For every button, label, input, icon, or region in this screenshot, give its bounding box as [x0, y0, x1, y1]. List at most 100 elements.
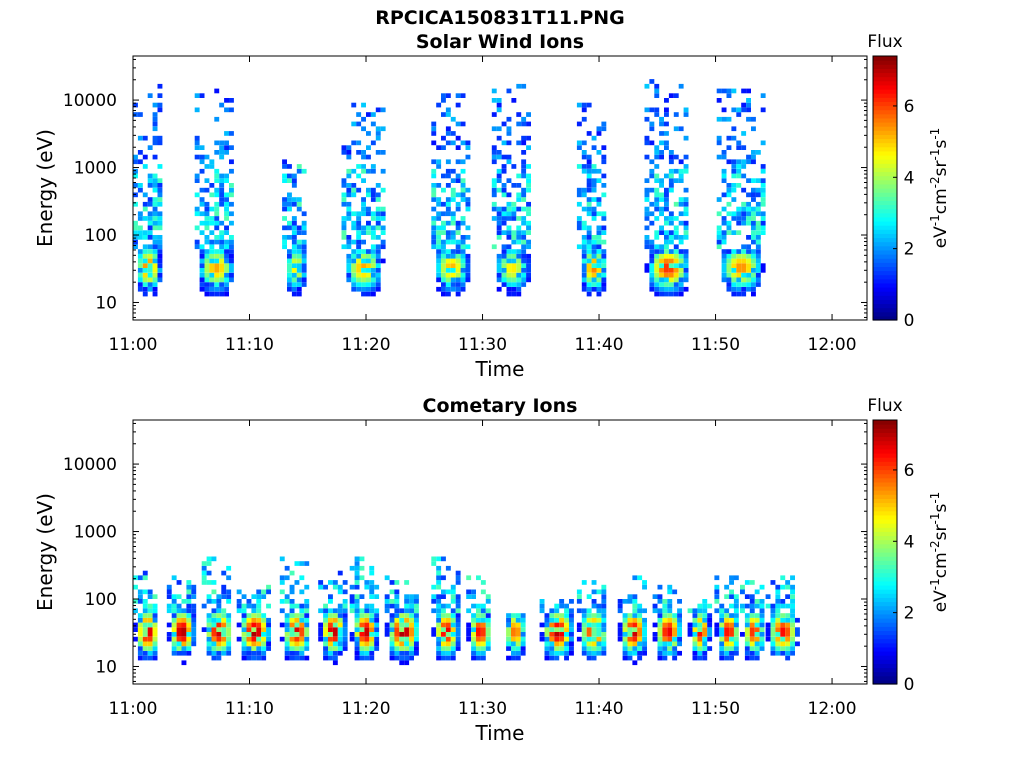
cometary-flux-cell: [596, 622, 602, 628]
cometary-flux-cell: [569, 627, 574, 632]
solar-wind-flux-cell: [301, 239, 307, 245]
cometary-flux-cell: [662, 599, 668, 604]
solar-wind-flux-cell: [375, 126, 381, 132]
cometary-colorbar-tick-label: 0: [904, 675, 915, 695]
cometary-flux-cell: [466, 575, 472, 581]
cometary-flux-cell: [246, 599, 252, 604]
cometary-flux-cell: [394, 632, 400, 637]
cometary-flux-cell: [622, 613, 628, 618]
solar-wind-flux-cell: [445, 263, 451, 268]
cometary-flux-cell: [480, 580, 486, 585]
solar-wind-flux-cell: [516, 216, 522, 221]
cometary-flux-cell: [399, 636, 405, 642]
solar-wind-flux-cell: [460, 286, 466, 292]
cometary-flux-cell: [389, 641, 395, 647]
cometary-flux-cell: [441, 603, 446, 609]
solar-wind-colorbar-segment: [873, 270, 897, 276]
cometary-flux-cell: [511, 650, 516, 656]
cometary-flux-cell: [359, 575, 365, 581]
cometary-flux-cell: [133, 636, 138, 642]
solar-wind-flux-cell: [591, 187, 597, 193]
solar-wind-flux-cell: [521, 249, 527, 254]
solar-wind-flux-cell: [370, 263, 376, 268]
solar-wind-flux-cell: [229, 244, 234, 250]
solar-wind-flux-cell: [301, 253, 307, 259]
cometary-flux-cell: [754, 622, 760, 628]
solar-wind-flux-cell: [731, 135, 737, 141]
solar-wind-flux-cell: [668, 187, 674, 193]
solar-wind-flux-cell: [224, 239, 229, 245]
solar-wind-flux-cell: [755, 230, 761, 235]
solar-wind-flux-cell: [511, 272, 517, 278]
cometary-flux-cell: [632, 594, 638, 599]
cometary-flux-cell: [409, 627, 414, 632]
solar-wind-flux-cell: [209, 159, 215, 165]
solar-wind-flux-cell: [741, 173, 747, 179]
cometary-flux-cell: [349, 565, 355, 571]
solar-wind-flux-cell: [751, 263, 756, 268]
cometary-flux-cell: [466, 622, 472, 628]
solar-wind-flux-cell: [683, 253, 689, 259]
solar-wind-flux-cell: [755, 277, 761, 283]
cometary-flux-cell: [374, 594, 380, 599]
solar-wind-colorbar-label: eV-1cm-2sr-1s-1: [928, 128, 951, 249]
cometary-flux-cell: [147, 594, 153, 599]
cometary-flux-cell: [299, 608, 305, 614]
cometary-flux-cell: [216, 655, 222, 661]
cometary-flux-cell: [667, 627, 673, 632]
solar-wind-flux-cell: [157, 83, 163, 89]
solar-wind-flux-cell: [586, 211, 592, 217]
cometary-flux-cell: [176, 632, 182, 637]
solar-wind-flux-cell: [668, 249, 674, 254]
solar-wind-flux-cell: [683, 168, 689, 174]
solar-wind-flux-cell: [346, 150, 352, 155]
cometary-flux-cell: [471, 655, 476, 661]
cometary-colorbar-segment: [873, 679, 897, 685]
cometary-flux-cell: [733, 641, 739, 647]
solar-wind-flux-cell: [431, 140, 437, 146]
solar-wind-flux-cell: [157, 220, 163, 226]
cometary-flux-cell: [480, 613, 486, 618]
solar-wind-flux-cell: [521, 244, 527, 250]
cometary-flux-cell: [754, 655, 760, 661]
cometary-flux-cell: [436, 608, 442, 614]
cometary-flux-cell: [697, 632, 703, 637]
solar-wind-flux-cell: [654, 291, 660, 297]
cometary-flux-cell: [176, 641, 182, 647]
cometary-flux-cell: [191, 603, 197, 609]
solar-wind-flux-cell: [644, 211, 650, 217]
solar-wind-colorbar-segment: [873, 241, 897, 247]
solar-wind-flux-cell: [341, 197, 347, 202]
cometary-flux-cell: [137, 627, 143, 632]
solar-wind-flux-cell: [591, 263, 597, 268]
solar-wind-flux-cell: [654, 112, 660, 117]
cometary-flux-cell: [409, 636, 414, 642]
cometary-flux-cell: [749, 613, 755, 618]
solar-wind-flux-cell: [214, 286, 220, 292]
solar-wind-flux-cell: [731, 187, 737, 193]
cometary-flux-cell: [191, 627, 197, 632]
cometary-flux-cell: [137, 646, 143, 651]
cometary-flux-cell: [166, 584, 172, 590]
solar-wind-flux-cell: [516, 286, 522, 292]
solar-wind-flux-cell: [755, 225, 761, 231]
solar-wind-flux-cell: [506, 88, 512, 94]
solar-wind-flux-cell: [152, 201, 158, 207]
solar-wind-flux-cell: [586, 154, 592, 160]
cometary-colorbar-segment: [873, 502, 897, 508]
cometary-flux-cell: [389, 603, 395, 609]
cometary-flux-cell: [515, 641, 521, 647]
solar-wind-flux-cell: [736, 216, 742, 221]
solar-wind-flux-cell: [219, 291, 225, 297]
cometary-flux-cell: [506, 627, 511, 632]
solar-wind-flux-cell: [455, 263, 461, 268]
cometary-flux-cell: [342, 589, 348, 595]
solar-wind-flux-cell: [194, 140, 200, 146]
solar-wind-flux-cell: [731, 183, 737, 188]
cometary-flux-cell: [364, 650, 370, 656]
solar-wind-flux-cell: [731, 258, 737, 264]
cometary-flux-cell: [354, 580, 360, 585]
cometary-flux-cell: [749, 650, 755, 656]
cometary-flux-cell: [729, 580, 734, 585]
cometary-flux-cell: [770, 580, 776, 585]
